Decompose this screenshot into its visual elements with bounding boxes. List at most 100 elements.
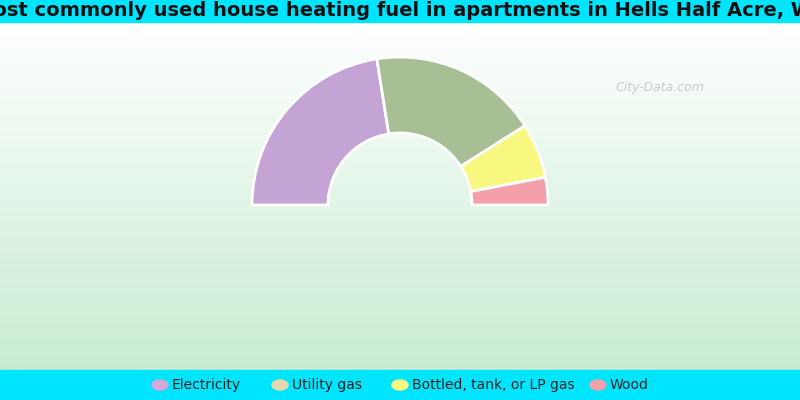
Bar [0, 319, 800, 320]
Bar [0, 175, 800, 176]
Bar [0, 160, 800, 161]
Bar [0, 181, 800, 182]
Bar [0, 344, 800, 346]
Bar [0, 30, 800, 31]
Text: Most commonly used house heating fuel in apartments in Hells Half Acre, WY: Most commonly used house heating fuel in… [0, 2, 800, 20]
Bar [0, 269, 800, 270]
Bar [0, 271, 800, 272]
Bar [0, 197, 800, 198]
Bar [0, 84, 800, 85]
Bar [0, 118, 800, 120]
Bar [0, 210, 800, 211]
Bar [0, 150, 800, 151]
Bar [0, 369, 800, 370]
Bar [0, 78, 800, 79]
Bar [0, 168, 800, 169]
Bar [0, 268, 800, 269]
Bar [0, 281, 800, 282]
Bar [0, 90, 800, 92]
Bar [0, 256, 800, 258]
Bar [0, 299, 800, 300]
Bar [0, 297, 800, 298]
Bar [0, 117, 800, 118]
Bar [0, 328, 800, 329]
Bar [0, 73, 800, 74]
Bar [0, 138, 800, 139]
Bar [0, 191, 800, 192]
Bar [0, 289, 800, 290]
Bar [0, 334, 800, 335]
Bar [0, 137, 800, 138]
Bar [0, 259, 800, 260]
Bar [0, 352, 800, 353]
Bar [0, 226, 800, 227]
Bar [0, 312, 800, 313]
Bar [0, 75, 800, 76]
Bar [0, 161, 800, 162]
Bar [0, 35, 800, 36]
Bar [0, 214, 800, 216]
Bar [0, 211, 800, 212]
Bar [0, 60, 800, 62]
Bar [0, 126, 800, 128]
Bar [0, 300, 800, 302]
Bar [0, 40, 800, 42]
Bar [0, 128, 800, 129]
Bar [0, 66, 800, 67]
Wedge shape [461, 126, 546, 192]
Bar [0, 313, 800, 314]
Bar [0, 153, 800, 154]
Bar [0, 124, 800, 125]
Bar [0, 362, 800, 363]
Bar [0, 267, 800, 268]
Bar [0, 43, 800, 44]
Bar [0, 285, 800, 286]
Bar [0, 31, 800, 32]
Bar [0, 311, 800, 312]
Bar [0, 151, 800, 152]
Bar [0, 263, 800, 264]
Bar [0, 109, 800, 110]
Bar [0, 102, 800, 103]
Bar [0, 233, 800, 234]
Bar [0, 22, 800, 23]
Ellipse shape [392, 380, 408, 390]
Bar [0, 364, 800, 365]
Bar [0, 361, 800, 362]
Bar [0, 196, 800, 197]
Bar [0, 170, 800, 172]
Bar [0, 131, 800, 132]
Bar [0, 346, 800, 347]
Bar [0, 327, 800, 328]
Bar [0, 82, 800, 84]
Bar [0, 114, 800, 115]
Bar [0, 262, 800, 263]
Bar [0, 338, 800, 339]
Bar [0, 254, 800, 255]
Bar [0, 303, 800, 304]
Bar [0, 320, 800, 321]
Bar [0, 253, 800, 254]
Bar [0, 370, 800, 400]
Bar [0, 223, 800, 224]
Bar [0, 304, 800, 305]
Bar [0, 167, 800, 168]
Ellipse shape [590, 380, 606, 390]
Bar [0, 227, 800, 228]
Bar [0, 46, 800, 48]
Bar [0, 349, 800, 350]
Bar [0, 64, 800, 65]
Bar [0, 189, 800, 190]
Bar [0, 125, 800, 126]
Bar [0, 183, 800, 184]
Bar [0, 204, 800, 205]
Bar [0, 106, 800, 107]
Bar [0, 261, 800, 262]
Bar [0, 154, 800, 155]
Bar [0, 292, 800, 294]
Bar [0, 276, 800, 277]
Bar [0, 249, 800, 250]
Bar [0, 190, 800, 191]
Bar [0, 230, 800, 231]
Bar [0, 67, 800, 68]
